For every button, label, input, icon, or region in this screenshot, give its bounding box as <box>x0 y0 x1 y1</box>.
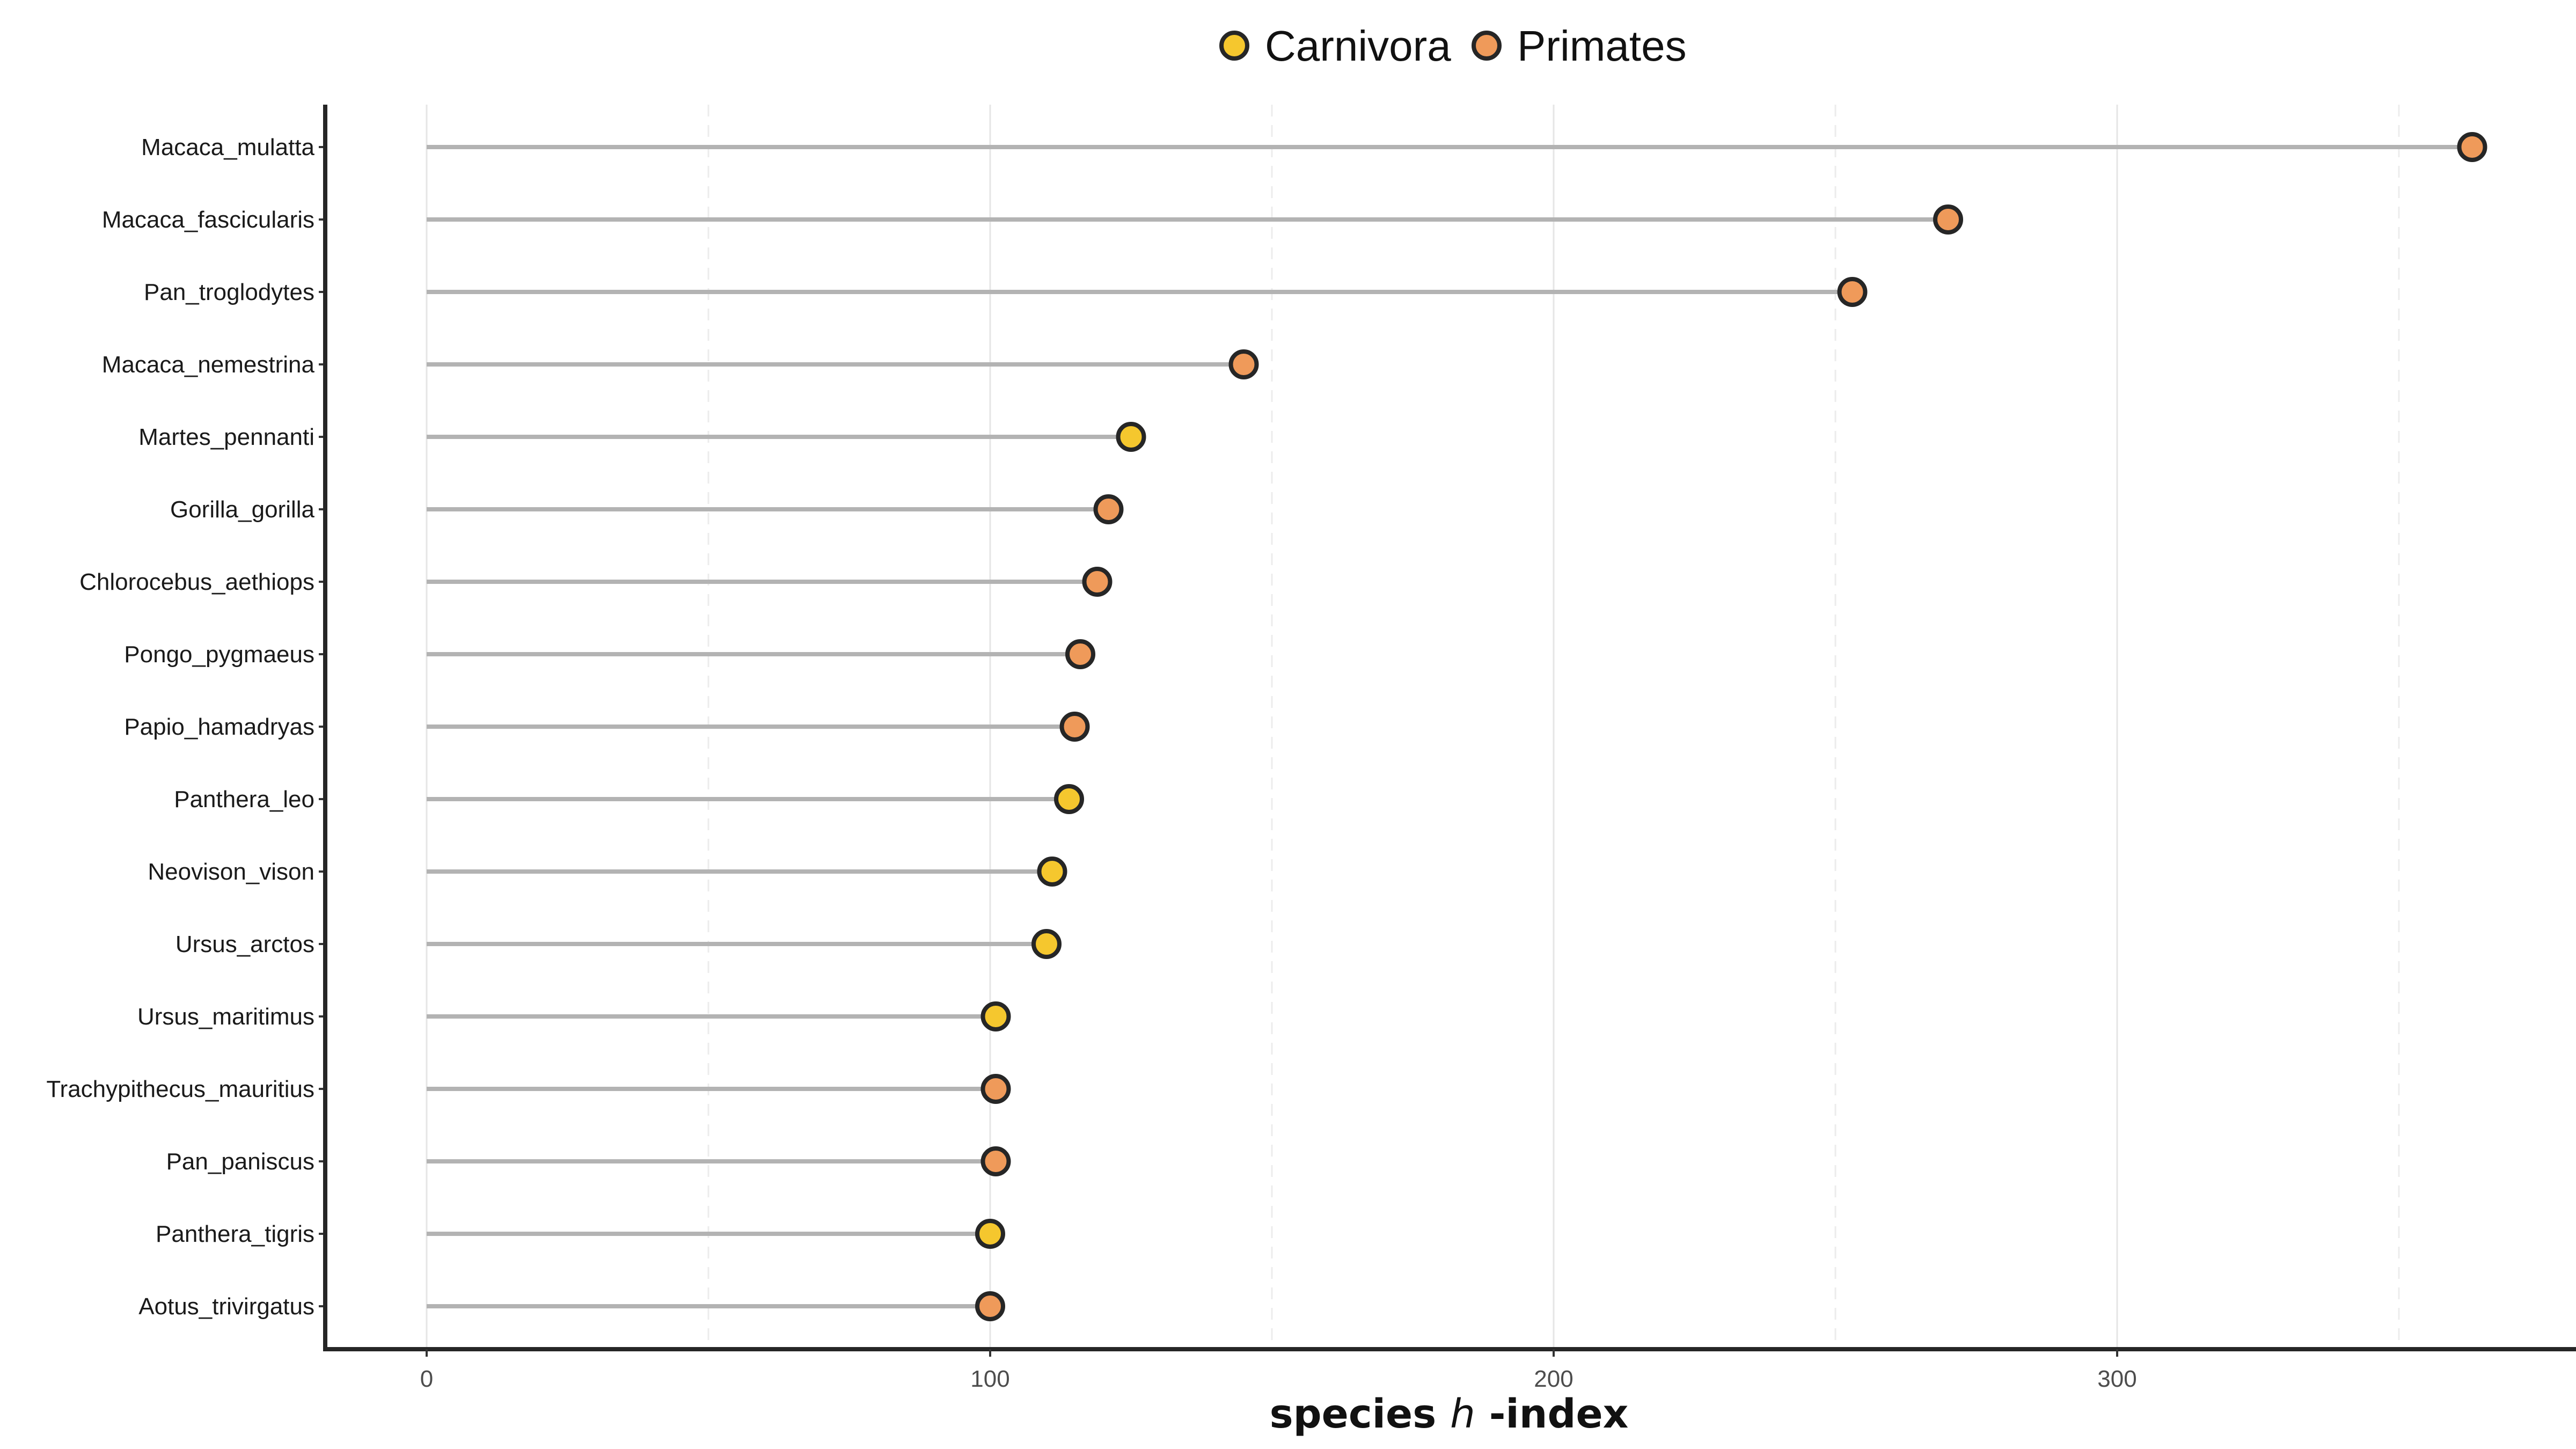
data-point <box>1837 277 1868 307</box>
tick-labels: Macaca_mulatta Macaca_fascicularis Pan_tro… <box>46 134 2136 1392</box>
legend-label: Carnivora <box>1265 22 1451 70</box>
axes <box>319 105 2576 1357</box>
y-tick-label: Martes_pennanti <box>138 424 314 450</box>
y-tick-label: Chlorocebus_aethiops <box>79 569 314 595</box>
data-point <box>1082 567 1113 597</box>
data-point <box>980 1074 1011 1104</box>
data-point <box>1031 929 1062 959</box>
x-tick-label: 200 <box>1534 1366 1573 1392</box>
data-point <box>1933 204 1963 235</box>
y-tick-label: Panthera_leo <box>174 786 314 813</box>
legend-marker <box>1219 31 1249 61</box>
points <box>975 132 2487 1321</box>
data-point <box>975 1291 1005 1321</box>
y-tick-label: Pan_troglodytes <box>144 279 314 305</box>
data-point <box>1065 639 1095 669</box>
data-point <box>980 1001 1011 1031</box>
y-tick-label: Ursus_arctos <box>175 931 314 957</box>
data-point <box>1054 784 1084 814</box>
x-axis-title: species h -index <box>1270 1391 1629 1437</box>
data-point <box>1059 712 1090 742</box>
y-tick-label: Aotus_trivirgatus <box>138 1293 314 1320</box>
y-tick-label: Papio_hamadryas <box>124 714 314 740</box>
y-tick-label: Trachypithecus_mauritius <box>46 1076 314 1102</box>
y-tick-label: Panthera_tigris <box>156 1221 314 1247</box>
legend: Carnivora Primates <box>1219 22 1687 70</box>
data-point <box>2457 132 2487 162</box>
y-tick-label: Gorilla_gorilla <box>170 496 315 523</box>
y-tick-label: Macaca_fascicularis <box>102 207 314 233</box>
y-tick-label: Pongo_pygmaeus <box>124 641 314 668</box>
y-tick-label: Ursus_maritimus <box>137 1004 314 1030</box>
data-point <box>1228 349 1259 379</box>
x-tick-label: 300 <box>2097 1366 2136 1392</box>
legend-label: Primates <box>1517 22 1687 70</box>
y-tick-label: Macaca_mulatta <box>141 134 314 160</box>
legend-marker <box>1472 31 1502 61</box>
y-tick-label: Pan_paniscus <box>166 1148 314 1175</box>
x-tick-label: 100 <box>970 1366 1009 1392</box>
y-tick-label: Neovison_vison <box>148 859 314 885</box>
data-point <box>1116 422 1146 452</box>
x-tick-label: 0 <box>420 1366 433 1392</box>
data-point <box>975 1219 1005 1249</box>
data-point <box>1093 494 1124 524</box>
data-point <box>980 1146 1011 1176</box>
stems <box>427 145 2472 1308</box>
data-point <box>1037 857 1067 887</box>
y-tick-label: Macaca_nemestrina <box>102 352 315 378</box>
